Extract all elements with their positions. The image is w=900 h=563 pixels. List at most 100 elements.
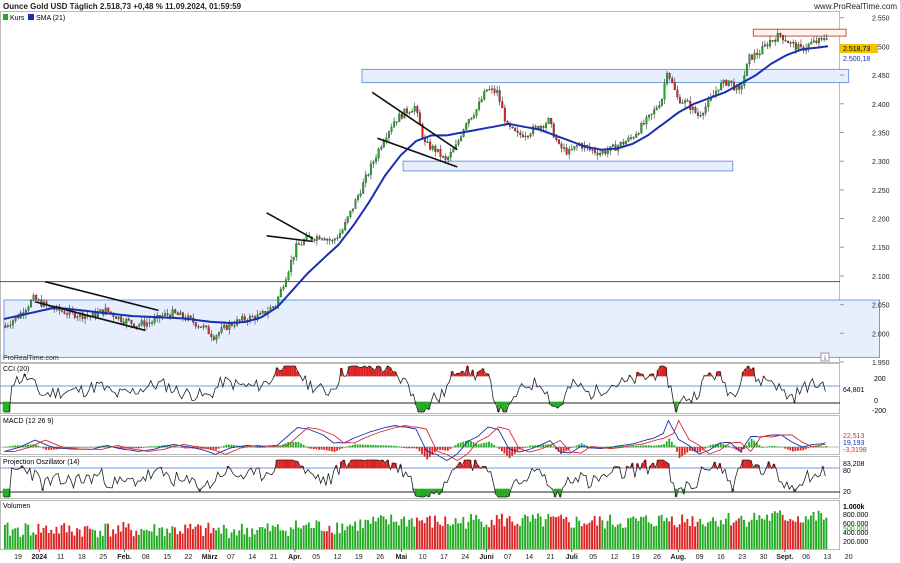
volume-bar (477, 519, 480, 549)
volume-bar (817, 510, 820, 549)
candle-body (447, 156, 450, 160)
volume-bar (557, 516, 560, 549)
volume-bar (63, 523, 66, 549)
candle-body (763, 44, 766, 47)
volume-bar (374, 521, 377, 549)
x-tick-label: 21 (547, 554, 555, 561)
volume-bar (112, 529, 115, 549)
candle-body (91, 311, 94, 317)
volume-bar (410, 518, 413, 549)
volume-bar (222, 524, 225, 549)
volume-bar (750, 519, 753, 549)
volume-bar (547, 514, 550, 549)
macd-histogram-bar (356, 444, 359, 448)
volume-bar (434, 515, 436, 549)
macd-histogram-bar (387, 445, 390, 448)
macd-histogram-bar (668, 438, 671, 448)
vol-tick-800k: 800.000 (843, 512, 868, 519)
volume-bar (14, 528, 17, 549)
volume-bar (91, 529, 94, 549)
volume-bar (19, 536, 22, 549)
macd-histogram-bar (107, 445, 109, 448)
candle-body (658, 105, 661, 108)
brand-link[interactable]: www.ProRealTime.com (813, 2, 897, 11)
volume-bar (763, 519, 766, 549)
macd-histogram-bar (781, 447, 784, 448)
macd-histogram-bar (181, 447, 184, 448)
info-box[interactable]: i (820, 352, 830, 362)
volume-bar (276, 524, 279, 549)
macd-histogram-bar (804, 447, 807, 450)
volume-bar (650, 523, 653, 549)
volume-bar (258, 527, 261, 549)
candle-body (751, 54, 754, 60)
volume-bar (403, 516, 406, 549)
volume-bar (467, 521, 470, 549)
volume-bar (575, 516, 578, 549)
candle-body (326, 239, 329, 241)
last-price-label: 2.518,73 (843, 46, 870, 53)
x-tick-label: 12 (611, 554, 619, 561)
macd-histogram-bar (50, 447, 53, 450)
candle-body (279, 288, 282, 298)
volume-bar (364, 519, 367, 549)
macd-histogram-bar (310, 447, 313, 449)
candle-body (622, 141, 625, 145)
macd-histogram-bar (305, 446, 308, 448)
candle-body (769, 40, 772, 47)
volume-bar (52, 533, 55, 549)
macd-histogram-bar (516, 447, 519, 452)
macd-histogram-bar (544, 444, 547, 448)
volume-bar (519, 525, 521, 549)
macd-histogram-bar (820, 446, 823, 448)
candle-body (243, 316, 246, 321)
macd-histogram-bar (390, 445, 393, 448)
volume-bar (645, 515, 648, 549)
candle-body (815, 40, 818, 44)
candle-body (694, 106, 697, 113)
volume-bar (377, 517, 380, 549)
macd-histogram-bar (580, 443, 583, 448)
macd-histogram-bar (240, 446, 243, 448)
candle-body (259, 313, 262, 315)
macd-histogram-bar (503, 447, 506, 454)
volume-bar (78, 529, 81, 549)
macd-histogram-bar (158, 445, 161, 448)
volume-bar (699, 518, 702, 549)
macd-histogram-bar (727, 445, 730, 448)
macd-histogram-bar (323, 447, 326, 450)
macd-histogram-bar (673, 445, 676, 448)
price-tick-label: 2.050 (872, 303, 890, 310)
x-tick-label: 26 (376, 554, 384, 561)
macd-histogram-bar (755, 442, 758, 448)
volume-bar (279, 530, 282, 549)
trendline (377, 137, 458, 168)
volume-bar (737, 518, 740, 549)
macd-histogram-bar (346, 446, 349, 448)
candle-body (604, 150, 607, 154)
volume-bar (331, 532, 333, 549)
candle-body (702, 113, 705, 116)
macd-histogram-bar (683, 447, 686, 455)
volume-bar (745, 526, 748, 549)
candle-body (63, 311, 66, 314)
candle-body (125, 318, 128, 324)
price-tick-label: 2.400 (872, 102, 890, 109)
candle-body (357, 195, 360, 200)
candle-body (426, 141, 429, 144)
candle-body (653, 109, 656, 115)
macd-histogram-bar (524, 447, 526, 448)
macd-histogram-bar (150, 446, 153, 448)
volume-bar (647, 522, 650, 549)
volume-bar (634, 518, 637, 549)
candle-body (560, 143, 563, 149)
candle-body (519, 132, 522, 136)
volume-bar (104, 523, 107, 549)
candle-body (76, 316, 79, 318)
volume-bar (143, 530, 145, 549)
volume-bar (42, 527, 45, 549)
macd-histogram-bar (573, 446, 575, 448)
macd-histogram-bar (627, 446, 629, 448)
volume-bar (416, 517, 418, 549)
